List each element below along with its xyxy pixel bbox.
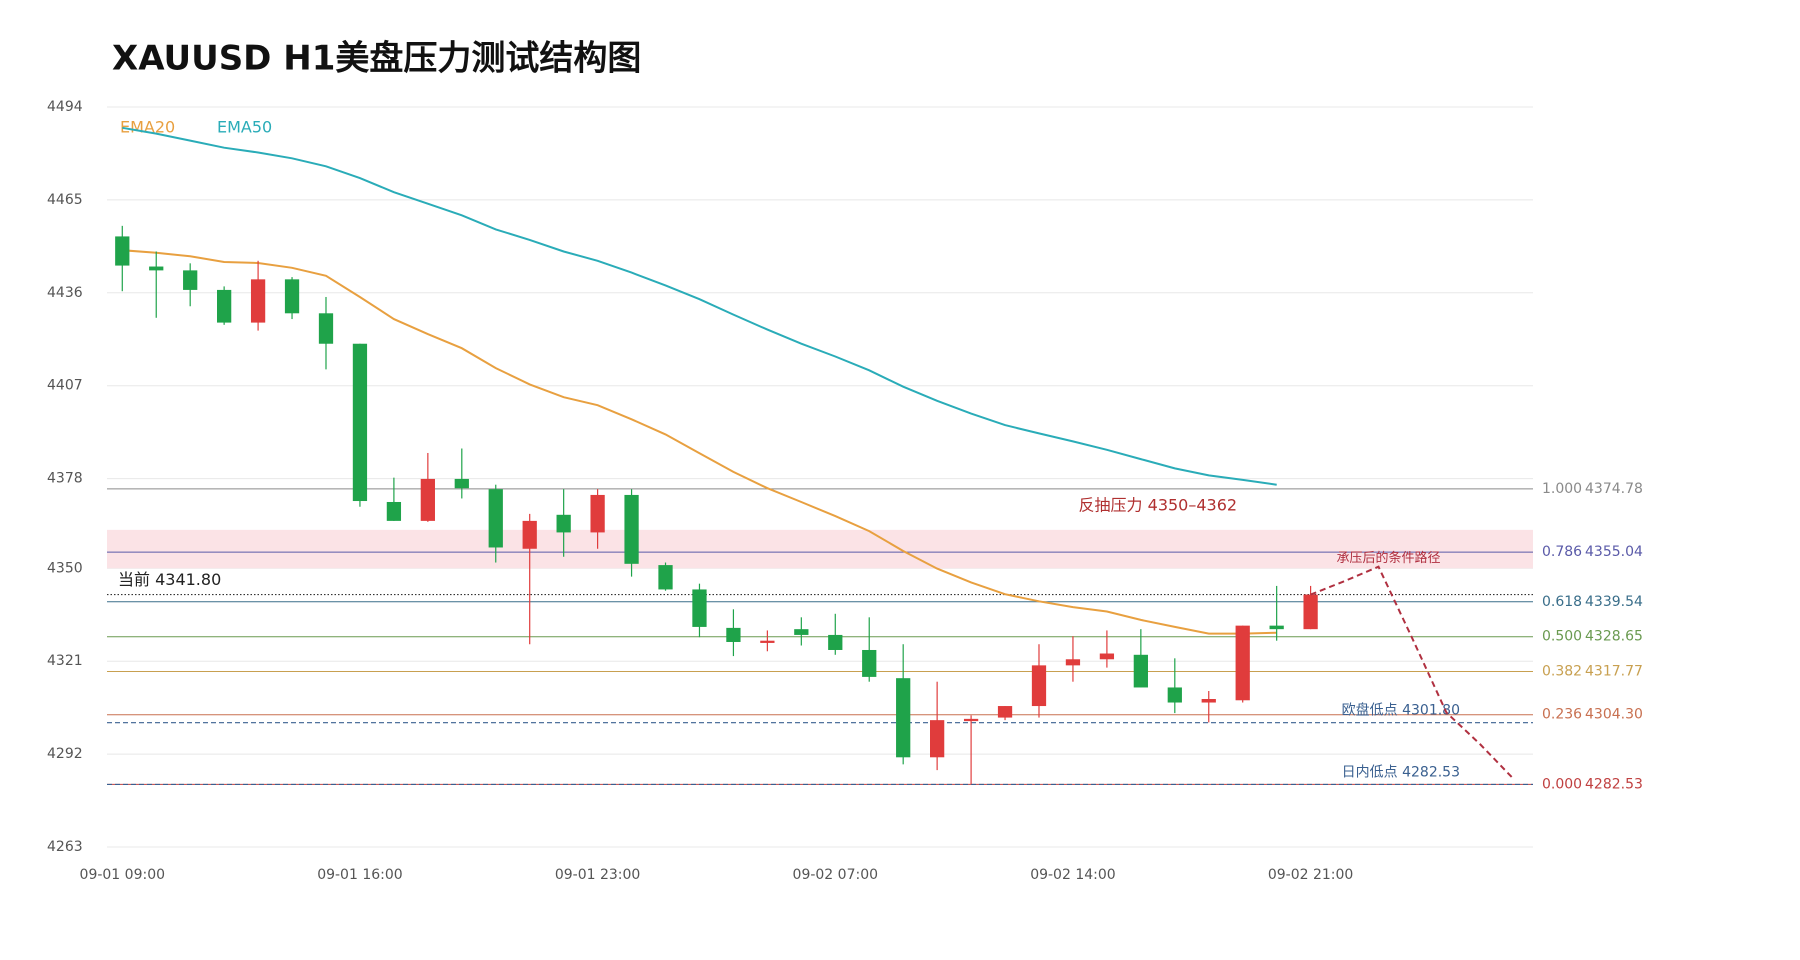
x-tick-label: 09-02 07:00 — [793, 867, 878, 883]
candle-body — [726, 627, 741, 642]
candle-body — [149, 266, 164, 271]
marker-label: 欧盘低点 4301.80 — [1342, 702, 1460, 719]
fib-ratio: 0.382 — [1542, 664, 1582, 680]
candle-body — [352, 343, 368, 502]
x-tick-label: 09-02 14:00 — [1030, 867, 1115, 883]
candle-body — [1269, 625, 1284, 630]
x-tick-label: 09-01 16:00 — [317, 867, 402, 883]
candle-body — [624, 494, 639, 564]
candle-body — [420, 478, 435, 521]
candle-body — [862, 649, 877, 677]
fib-ratio: 0.000 — [1542, 776, 1582, 792]
candle-body — [1303, 594, 1318, 630]
candle-body — [828, 634, 843, 650]
y-tick-label: 4321 — [47, 653, 83, 669]
x-tick-label: 09-02 21:00 — [1268, 867, 1353, 883]
candle-body — [896, 678, 911, 758]
candle-body — [284, 279, 300, 314]
chart-title: XAUUSD H1美盘压力测试结构图 — [112, 39, 641, 79]
candle-body — [1167, 687, 1182, 703]
fib-ratio: 1.000 — [1542, 481, 1582, 497]
candle-body — [1031, 665, 1047, 707]
candle-body — [556, 514, 571, 533]
y-tick-label: 4263 — [47, 839, 83, 855]
fib-ratio: 0.618 — [1542, 594, 1582, 610]
candle-body — [930, 720, 945, 758]
y-tick-label: 4436 — [47, 285, 83, 301]
candle-body — [692, 589, 707, 627]
candle-body — [454, 478, 469, 489]
fib-price: 4328.65 — [1585, 629, 1643, 645]
ema-line — [122, 249, 1277, 635]
y-tick-label: 4378 — [47, 471, 83, 487]
candle-body — [1099, 653, 1115, 660]
fib-price: 4282.53 — [1585, 776, 1643, 792]
fib-ratio: 0.786 — [1542, 544, 1582, 560]
candle-body — [658, 565, 673, 590]
candle-body — [590, 494, 605, 533]
x-tick-label: 09-01 23:00 — [555, 867, 640, 883]
y-tick-label: 4350 — [47, 560, 83, 576]
candle-body — [115, 236, 130, 266]
candle-body — [488, 489, 503, 548]
marker-label: 日内低点 4282.53 — [1342, 764, 1460, 780]
candle-body — [1065, 659, 1081, 666]
zone-label: 反抽压力 4350–4362 — [1079, 495, 1238, 514]
fib-ratio: 0.236 — [1542, 707, 1582, 723]
pressure-zone — [107, 529, 1533, 569]
fib-price: 4355.04 — [1585, 544, 1643, 560]
x-tick-label: 09-01 09:00 — [80, 867, 165, 883]
projection-label: 承压后的条件路径 — [1337, 550, 1441, 566]
legend-entry: EMA50 — [217, 118, 272, 137]
candle-body — [794, 629, 809, 635]
y-tick-label: 4465 — [47, 192, 83, 208]
y-tick-label: 4292 — [47, 746, 83, 762]
ema-line — [122, 126, 1277, 486]
candle-body — [217, 289, 232, 323]
candle-body — [1235, 625, 1250, 701]
candle-body — [386, 501, 402, 521]
y-tick-label: 4494 — [47, 99, 83, 115]
candle-body — [963, 718, 979, 722]
fib-price: 4374.78 — [1585, 481, 1643, 497]
y-tick-label: 4407 — [47, 378, 83, 394]
legend-entry: EMA20 — [120, 118, 175, 137]
candle-body — [760, 640, 775, 643]
candle-body — [997, 706, 1013, 718]
fib-price: 4304.30 — [1585, 707, 1643, 723]
fib-ratio: 0.500 — [1542, 629, 1582, 645]
projection-path — [1310, 565, 1516, 781]
candle-body — [250, 279, 266, 323]
marker-label: 当前 4341.80 — [118, 570, 221, 589]
candle-body — [318, 313, 334, 344]
fib-price: 4317.77 — [1585, 664, 1643, 680]
candle-body — [1201, 699, 1216, 703]
candle-body — [183, 270, 198, 290]
candle-body — [1133, 654, 1148, 688]
fib-price: 4339.54 — [1585, 594, 1643, 610]
candle-body — [522, 520, 537, 549]
